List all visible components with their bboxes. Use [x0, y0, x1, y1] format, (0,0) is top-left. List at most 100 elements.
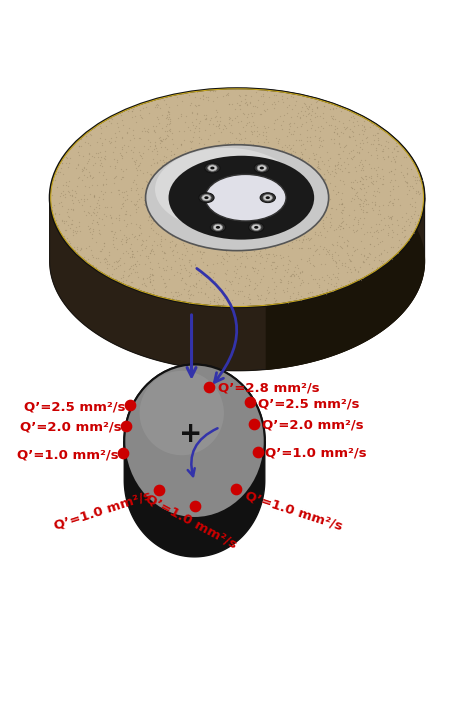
Point	[200, 246, 207, 258]
Point	[387, 165, 395, 176]
Point	[199, 93, 207, 104]
Point	[393, 140, 400, 151]
Point	[353, 115, 360, 126]
Point	[193, 282, 200, 293]
Point	[212, 85, 219, 97]
Point	[351, 184, 358, 195]
Point	[133, 261, 140, 272]
Point	[311, 274, 319, 285]
Point	[222, 274, 230, 285]
Point	[377, 172, 384, 184]
Ellipse shape	[145, 145, 328, 251]
Point	[253, 101, 261, 112]
Point	[235, 272, 243, 283]
Point	[331, 280, 338, 292]
Point	[338, 217, 346, 228]
Point	[349, 182, 356, 193]
Point	[127, 261, 134, 272]
Point	[320, 222, 328, 233]
Point	[68, 194, 76, 205]
Point	[100, 179, 107, 191]
Point	[247, 275, 254, 287]
Point	[172, 287, 180, 298]
Point	[140, 140, 147, 152]
Point	[148, 268, 155, 280]
Point	[96, 265, 104, 277]
Point	[280, 270, 288, 282]
Point	[356, 148, 363, 159]
Point	[336, 141, 343, 152]
Point	[364, 198, 371, 210]
Point	[110, 264, 117, 275]
Point	[327, 152, 334, 163]
Point	[48, 202, 55, 213]
Point	[132, 206, 140, 217]
Point	[232, 261, 239, 272]
Point	[128, 250, 135, 261]
Point	[375, 218, 382, 229]
Point	[52, 174, 59, 185]
Point	[252, 277, 259, 289]
Point	[161, 141, 168, 152]
Point	[378, 179, 386, 190]
Point	[252, 263, 259, 274]
Point	[101, 133, 108, 144]
Point	[166, 125, 173, 136]
Point	[403, 216, 410, 227]
Point	[346, 105, 353, 116]
Point	[398, 141, 405, 152]
Point	[365, 180, 372, 191]
Point	[337, 206, 344, 217]
Point	[379, 236, 386, 247]
Text: Q’=2.5 mm²/s: Q’=2.5 mm²/s	[258, 397, 360, 410]
Point	[257, 290, 264, 301]
Point	[348, 145, 355, 156]
Point	[313, 96, 320, 107]
Point	[319, 134, 326, 145]
Point	[357, 164, 364, 176]
Point	[105, 112, 112, 124]
Point	[131, 267, 138, 278]
Point	[202, 109, 209, 121]
Point	[339, 118, 346, 129]
Point	[116, 189, 123, 200]
Point	[243, 251, 250, 262]
Point	[249, 262, 256, 273]
Point	[242, 247, 249, 258]
Point	[360, 201, 367, 212]
Point	[154, 229, 162, 240]
Point	[100, 237, 108, 249]
Point	[322, 231, 329, 242]
Point	[130, 251, 138, 263]
Point	[312, 226, 319, 237]
Point	[356, 262, 364, 273]
Point	[200, 256, 207, 268]
Point	[221, 292, 228, 303]
Point	[133, 162, 140, 174]
Point	[142, 126, 149, 137]
Point	[268, 85, 275, 97]
Point	[345, 167, 352, 178]
Point	[351, 262, 358, 273]
Point	[371, 226, 378, 237]
Point	[62, 152, 69, 163]
Point	[106, 269, 113, 280]
Point	[257, 246, 264, 257]
Point	[131, 258, 138, 270]
Point	[261, 104, 268, 116]
Point	[318, 155, 325, 167]
Point	[360, 121, 368, 132]
Point	[157, 136, 164, 147]
Point	[314, 159, 321, 170]
Point	[97, 246, 104, 257]
Point	[414, 186, 422, 197]
Point	[278, 277, 285, 288]
Point	[205, 133, 212, 145]
Point	[134, 164, 141, 176]
Point	[211, 289, 218, 301]
Point	[186, 89, 193, 100]
Point	[394, 215, 401, 226]
Text: Q’=2.0 mm²/s: Q’=2.0 mm²/s	[262, 419, 364, 431]
Point	[335, 198, 342, 209]
Point	[134, 182, 141, 193]
